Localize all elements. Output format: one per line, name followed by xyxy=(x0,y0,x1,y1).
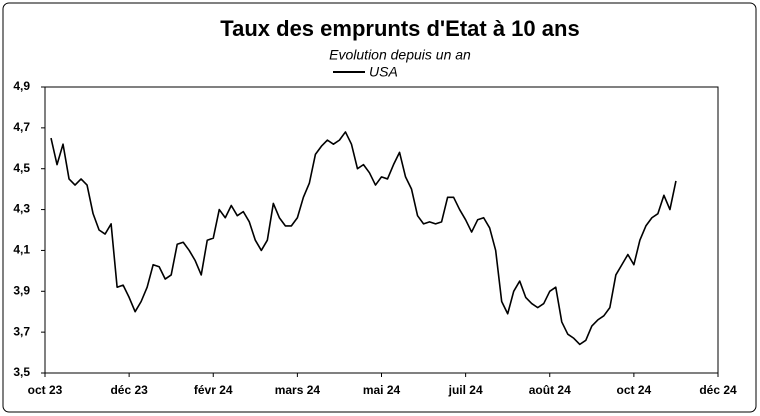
x-tick-label: déc 23 xyxy=(110,383,148,397)
y-tick-label: 4,5 xyxy=(13,161,30,175)
chart-title: Taux des emprunts d'Etat à 10 ans xyxy=(220,16,579,41)
x-tick-label: juil 24 xyxy=(448,383,483,397)
x-tick-label: mars 24 xyxy=(275,383,321,397)
x-tick-label: mai 24 xyxy=(363,383,401,397)
line-series xyxy=(50,131,677,346)
x-tick-label: oct 24 xyxy=(617,383,652,397)
y-tick-label: 3,5 xyxy=(13,365,30,379)
y-tick-label: 3,7 xyxy=(13,324,30,338)
y-tick-label: 4,3 xyxy=(13,202,30,216)
x-tick-label: déc 24 xyxy=(699,383,737,397)
y-tick-label: 4,7 xyxy=(13,120,30,134)
x-tick-label: août 24 xyxy=(529,383,571,397)
x-tick-label: oct 23 xyxy=(28,383,63,397)
chart-subtitle: Evolution depuis un an xyxy=(329,47,471,63)
y-tick-label: 3,9 xyxy=(13,283,30,297)
y-tick-label: 4,1 xyxy=(13,243,30,257)
legend-label: USA xyxy=(369,64,398,80)
x-tick-label: févr 24 xyxy=(194,383,233,397)
y-tick-label: 4,9 xyxy=(13,79,30,93)
